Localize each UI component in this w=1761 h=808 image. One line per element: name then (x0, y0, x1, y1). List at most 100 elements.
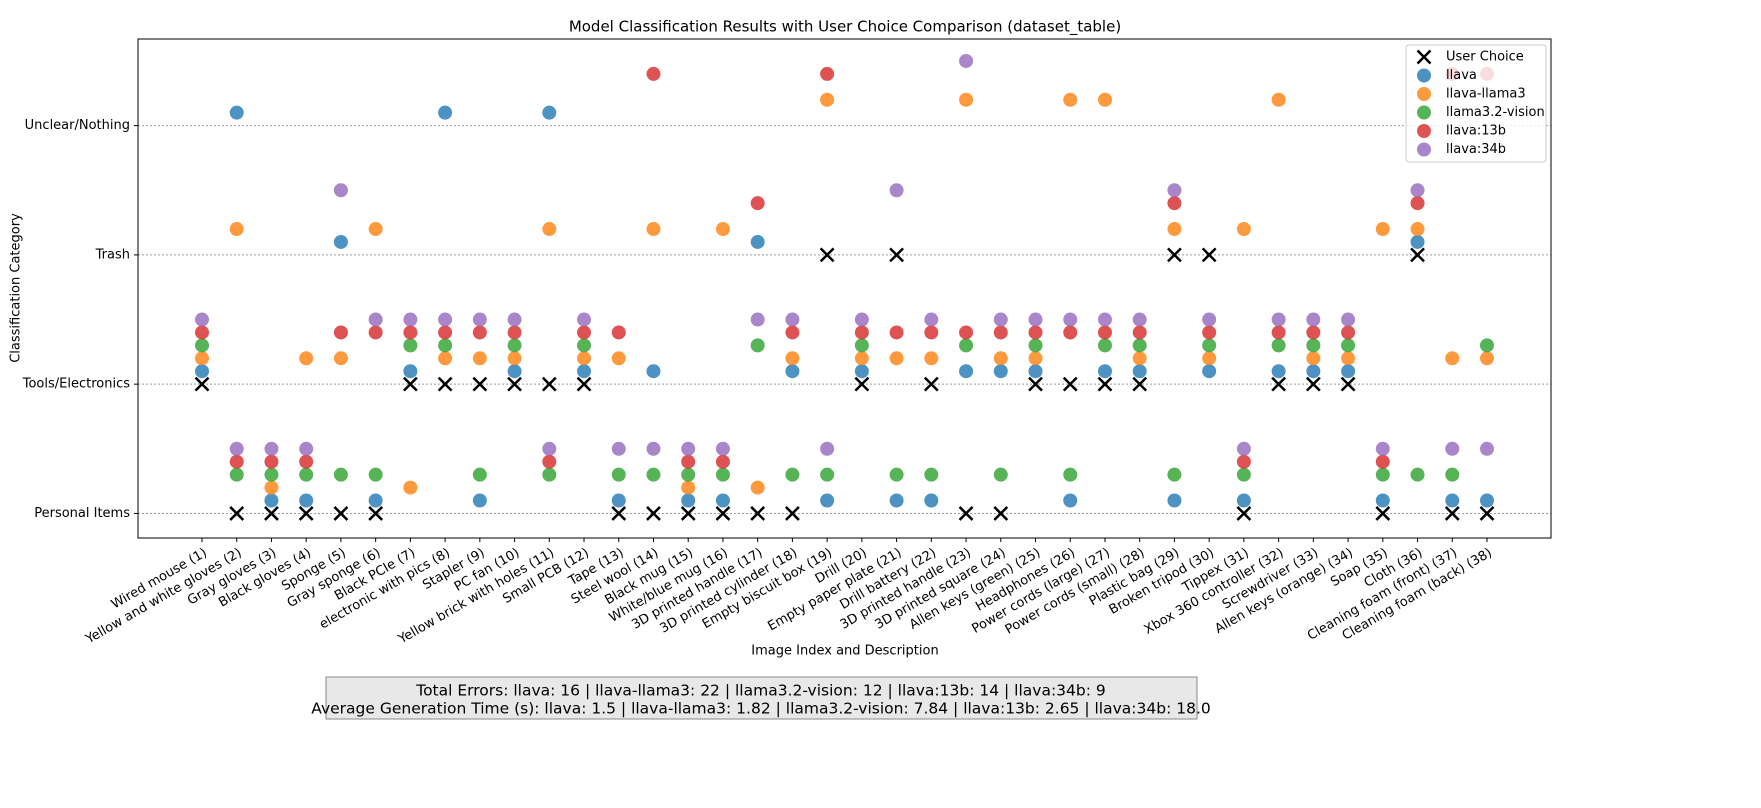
chart-title: Model Classification Results with User C… (569, 18, 1121, 37)
point (1097, 92, 1112, 107)
point (229, 441, 244, 456)
point (611, 441, 626, 456)
point (889, 467, 904, 482)
point (1132, 325, 1147, 340)
point (1167, 222, 1182, 237)
point (993, 312, 1008, 327)
user-choice-marker (715, 506, 731, 521)
point (611, 493, 626, 508)
user-choice-marker (264, 506, 279, 521)
point (1063, 493, 1078, 508)
point (507, 312, 522, 327)
user-choice-marker (993, 506, 1009, 521)
point (542, 454, 557, 469)
point (438, 338, 453, 353)
point (1306, 364, 1321, 379)
legend-label: llava:13b (1446, 124, 1506, 139)
point (1236, 467, 1251, 482)
point (1063, 92, 1078, 107)
marker-stroke (715, 506, 731, 521)
y-tick-label: Unclear/Nothing (25, 118, 130, 133)
user-choice-marker (368, 506, 384, 521)
marker-stroke (993, 506, 1009, 521)
point (1202, 338, 1217, 353)
point (1202, 325, 1217, 340)
point (1132, 364, 1147, 379)
point (229, 222, 244, 237)
marker-stroke (472, 376, 488, 392)
point (1063, 467, 1078, 482)
user-choice-marker (333, 506, 349, 521)
point (646, 441, 661, 456)
point (785, 364, 800, 379)
point (1236, 493, 1251, 508)
point (611, 325, 626, 340)
point (1028, 325, 1043, 340)
point (681, 480, 696, 495)
marker-stroke (1201, 247, 1217, 263)
point (1202, 312, 1217, 327)
marker-stroke (333, 506, 349, 521)
marker-stroke (1167, 247, 1182, 263)
point (1410, 222, 1425, 237)
point (1271, 325, 1286, 340)
summary-box (325, 676, 1198, 720)
point (681, 441, 696, 456)
point (993, 351, 1008, 366)
point (681, 467, 696, 482)
point (1445, 493, 1460, 508)
marker-stroke (646, 506, 661, 521)
point (472, 493, 487, 508)
point (577, 325, 592, 340)
user-choice-marker (680, 506, 696, 521)
point (1063, 325, 1078, 340)
user-choice-marker (1167, 247, 1182, 263)
marker-stroke (958, 506, 974, 521)
point (1410, 183, 1425, 198)
marker-stroke (785, 506, 800, 521)
point (507, 351, 522, 366)
point (820, 66, 835, 81)
point (1375, 493, 1390, 508)
point (333, 325, 348, 340)
point (1341, 312, 1356, 327)
legend-label: llama3.2-vision (1446, 105, 1545, 120)
user-choice-marker (785, 506, 800, 521)
point (1341, 364, 1356, 379)
user-choice-marker (1062, 376, 1078, 392)
point (472, 325, 487, 340)
point (1341, 351, 1356, 366)
point (750, 312, 765, 327)
point (611, 467, 626, 482)
point (403, 325, 418, 340)
marker-stroke (854, 376, 870, 392)
point (1236, 222, 1251, 237)
point (959, 325, 974, 340)
point (403, 480, 418, 495)
point (1236, 441, 1251, 456)
point (403, 312, 418, 327)
user-choice-marker (229, 506, 245, 521)
point (1271, 312, 1286, 327)
point (299, 441, 314, 456)
point (820, 441, 835, 456)
point (1132, 312, 1147, 327)
user-choice-marker (576, 376, 592, 392)
point (368, 312, 383, 327)
user-choice-marker (1410, 247, 1425, 263)
point (715, 454, 730, 469)
point (333, 351, 348, 366)
marker-stroke (368, 506, 384, 521)
point (195, 351, 209, 366)
point (577, 351, 592, 366)
point (889, 351, 904, 366)
point (681, 493, 696, 508)
point (1306, 351, 1321, 366)
legend-box (1405, 44, 1547, 163)
point (959, 53, 974, 68)
point (889, 325, 904, 340)
marker-stroke (1340, 376, 1356, 392)
legend-label: llava:34b (1446, 142, 1506, 157)
point (959, 364, 974, 379)
